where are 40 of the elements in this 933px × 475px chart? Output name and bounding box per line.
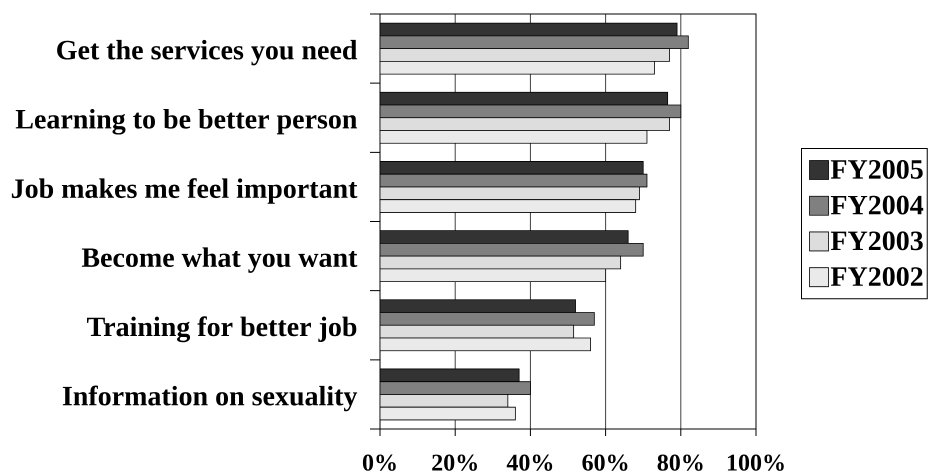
x-tick-label: 0%: [362, 454, 396, 471]
bar: [380, 256, 622, 270]
bar: [380, 60, 655, 74]
bar: [380, 92, 668, 106]
bar: [380, 394, 508, 408]
x-tick-label: 60%: [582, 454, 628, 471]
y-tick-label: Information on sexuality: [62, 386, 358, 412]
x-tick-label: 100%: [728, 454, 784, 471]
bar: [380, 48, 670, 62]
bar: [380, 406, 516, 420]
bar: [380, 242, 644, 256]
legend-label: FY2004: [830, 196, 924, 215]
y-tick-label: Become what you want: [82, 247, 358, 273]
y-tick-label: Training for better job: [87, 316, 356, 342]
legend-label: FY2002: [830, 267, 923, 286]
x-tick-label: 20%: [432, 454, 477, 471]
bar: [380, 130, 648, 144]
bar: [380, 199, 636, 213]
bar: [380, 368, 520, 382]
bar: [380, 174, 648, 188]
bar: [380, 299, 576, 313]
y-tick-label: Job makes me feel important: [12, 178, 358, 204]
y-tick-label: Learning to be better person: [16, 108, 358, 135]
x-tick-label: 80%: [658, 454, 703, 471]
y-tick-label: Get the services you need: [57, 40, 358, 66]
bar: [380, 22, 678, 36]
bar: [380, 117, 670, 131]
bar: [380, 338, 591, 352]
legend-label: FY2005: [830, 160, 923, 179]
bar: [380, 104, 682, 118]
bar: [380, 161, 644, 175]
bar: [380, 268, 606, 282]
legend-label: FY2003: [830, 231, 923, 250]
bar: [380, 324, 574, 338]
bar: [380, 186, 640, 200]
bar: [380, 312, 595, 326]
bar: [380, 35, 689, 49]
bar: [380, 230, 629, 244]
x-tick-label: 40%: [506, 454, 552, 471]
bar: [380, 381, 531, 395]
